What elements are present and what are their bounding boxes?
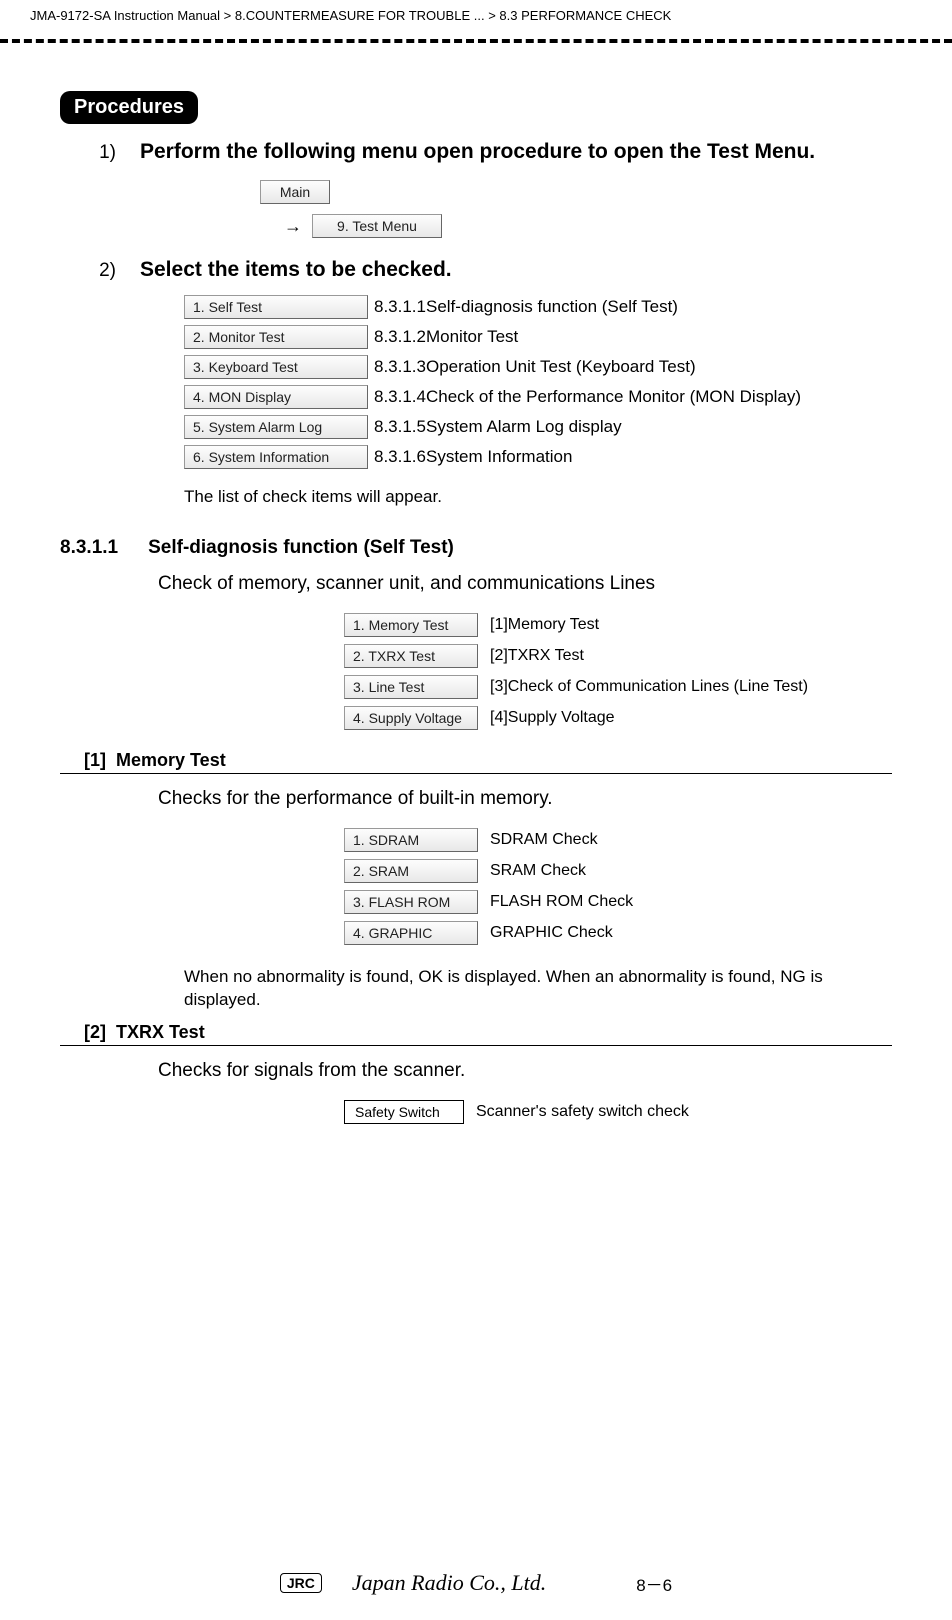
ref-text: [1]Memory Test <box>490 616 599 634</box>
content-area: Procedures 1) Perform the following menu… <box>0 63 952 1124</box>
list-item: 2. SRAM SRAM Check <box>344 859 892 883</box>
page-container: JMA-9172-SA Instruction Manual > 8.COUNT… <box>0 0 952 1620</box>
list-item: 4. MON Display 8.3.1.4Check of the Perfo… <box>184 385 892 409</box>
self-test-items-grid: 1. Memory Test [1]Memory Test 2. TXRX Te… <box>60 613 892 730</box>
section-title: Self-diagnosis function (Self Test) <box>148 537 454 559</box>
sdram-button[interactable]: 1. SDRAM <box>344 828 478 852</box>
breadcrumb-sep: > <box>488 8 496 23</box>
keyboard-test-button[interactable]: 3. Keyboard Test <box>184 355 368 379</box>
txrx-test-button[interactable]: 2. TXRX Test <box>344 644 478 668</box>
subsection-description: Checks for signals from the scanner. <box>60 1060 892 1082</box>
breadcrumb: JMA-9172-SA Instruction Manual > 8.COUNT… <box>0 8 952 31</box>
memory-note: When no abnormality is found, OK is disp… <box>60 965 892 1013</box>
company-name: Japan Radio Co., Ltd. <box>352 1570 546 1596</box>
self-test-button[interactable]: 1. Self Test <box>184 295 368 319</box>
safety-switch-button[interactable]: Safety Switch <box>344 1100 464 1124</box>
step-number: 1) <box>60 142 140 164</box>
step-text: Perform the following menu open procedur… <box>140 138 892 166</box>
section-8311-heading: 8.3.1.1 Self-diagnosis function (Self Te… <box>60 537 892 559</box>
list-item: 5. System Alarm Log 8.3.1.5System Alarm … <box>184 415 892 439</box>
list-item: 3. Keyboard Test 8.3.1.3Operation Unit T… <box>184 355 892 379</box>
test-menu-button[interactable]: 9. Test Menu <box>312 214 442 238</box>
subsection-rule <box>60 773 892 774</box>
supply-voltage-button[interactable]: 4. Supply Voltage <box>344 706 478 730</box>
line-test-button[interactable]: 3. Line Test <box>344 675 478 699</box>
step-1: 1) Perform the following menu open proce… <box>60 138 892 166</box>
procedures-badge: Procedures <box>60 91 198 124</box>
subsection-title: TXRX Test <box>116 1022 205 1043</box>
breadcrumb-chapter: 8.COUNTERMEASURE FOR TROUBLE ... <box>235 8 485 23</box>
list-item: Safety Switch Scanner's safety switch ch… <box>344 1100 892 1124</box>
arrow-row: → 9. Test Menu <box>60 214 892 238</box>
subsection-rule <box>60 1045 892 1046</box>
list-item: 6. System Information 8.3.1.6System Info… <box>184 445 892 469</box>
breadcrumb-manual: JMA-9172-SA Instruction Manual <box>30 8 220 23</box>
page-footer: JRC Japan Radio Co., Ltd. 8－6 <box>0 1570 952 1596</box>
monitor-test-button[interactable]: 2. Monitor Test <box>184 325 368 349</box>
memory-items-grid: 1. SDRAM SDRAM Check 2. SRAM SRAM Check … <box>60 828 892 945</box>
subsection-number: [2] <box>84 1022 106 1043</box>
check-items-grid: 1. Self Test 8.3.1.1Self-diagnosis funct… <box>60 295 892 469</box>
ref-text: FLASH ROM Check <box>490 893 633 911</box>
txrx-items-grid: Safety Switch Scanner's safety switch ch… <box>60 1100 892 1124</box>
page-number: 8－6 <box>636 1571 672 1596</box>
section-number: 8.3.1.1 <box>60 537 118 559</box>
step-2: 2) Select the items to be checked. <box>60 256 892 284</box>
jrc-logo: JRC <box>280 1573 322 1593</box>
list-item: 4. Supply Voltage [4]Supply Voltage <box>344 706 892 730</box>
subsection-1-heading: [1] Memory Test <box>60 750 892 771</box>
mon-display-button[interactable]: 4. MON Display <box>184 385 368 409</box>
memory-test-button[interactable]: 1. Memory Test <box>344 613 478 637</box>
subsection-2-heading: [2] TXRX Test <box>60 1022 892 1043</box>
list-item: 3. FLASH ROM FLASH ROM Check <box>344 890 892 914</box>
list-item: 4. GRAPHIC GRAPHIC Check <box>344 921 892 945</box>
breadcrumb-sep: > <box>224 8 232 23</box>
section-description: Check of memory, scanner unit, and commu… <box>60 573 892 595</box>
ref-text: GRAPHIC Check <box>490 924 613 942</box>
subsection-number: [1] <box>84 750 106 771</box>
system-information-button[interactable]: 6. System Information <box>184 445 368 469</box>
subsection-description: Checks for the performance of built-in m… <box>60 788 892 810</box>
ref-text: [2]TXRX Test <box>490 647 584 665</box>
arrow-icon: → <box>284 216 302 237</box>
list-item: 3. Line Test [3]Check of Communication L… <box>344 675 892 699</box>
ref-text: 8.3.1.2Monitor Test <box>374 327 518 347</box>
ref-text: 8.3.1.4Check of the Performance Monitor … <box>374 387 801 407</box>
step-number: 2) <box>60 260 140 282</box>
main-button-row: Main <box>60 180 892 204</box>
graphic-button[interactable]: 4. GRAPHIC <box>344 921 478 945</box>
flash-rom-button[interactable]: 3. FLASH ROM <box>344 890 478 914</box>
ref-text: 8.3.1.6System Information <box>374 447 572 467</box>
ref-text: Scanner's safety switch check <box>476 1103 689 1121</box>
list-item: 2. Monitor Test 8.3.1.2Monitor Test <box>184 325 892 349</box>
ref-text: [3]Check of Communication Lines (Line Te… <box>490 678 808 696</box>
step-text: Select the items to be checked. <box>140 256 892 284</box>
subsection-title: Memory Test <box>116 750 226 771</box>
sram-button[interactable]: 2. SRAM <box>344 859 478 883</box>
breadcrumb-section: 8.3 PERFORMANCE CHECK <box>499 8 671 23</box>
list-item: 1. Memory Test [1]Memory Test <box>344 613 892 637</box>
system-alarm-log-button[interactable]: 5. System Alarm Log <box>184 415 368 439</box>
dashed-divider <box>0 39 952 43</box>
ref-text: 8.3.1.3Operation Unit Test (Keyboard Tes… <box>374 357 696 377</box>
ref-text: [4]Supply Voltage <box>490 709 615 727</box>
list-item: 1. SDRAM SDRAM Check <box>344 828 892 852</box>
ref-text: SRAM Check <box>490 862 586 880</box>
ref-text: 8.3.1.1Self-diagnosis function (Self Tes… <box>374 297 678 317</box>
main-button[interactable]: Main <box>260 180 330 204</box>
footer-inner: JRC Japan Radio Co., Ltd. 8－6 <box>280 1570 672 1596</box>
note-text: The list of check items will appear. <box>60 487 892 507</box>
list-item: 1. Self Test 8.3.1.1Self-diagnosis funct… <box>184 295 892 319</box>
list-item: 2. TXRX Test [2]TXRX Test <box>344 644 892 668</box>
ref-text: SDRAM Check <box>490 831 598 849</box>
ref-text: 8.3.1.5System Alarm Log display <box>374 417 622 437</box>
